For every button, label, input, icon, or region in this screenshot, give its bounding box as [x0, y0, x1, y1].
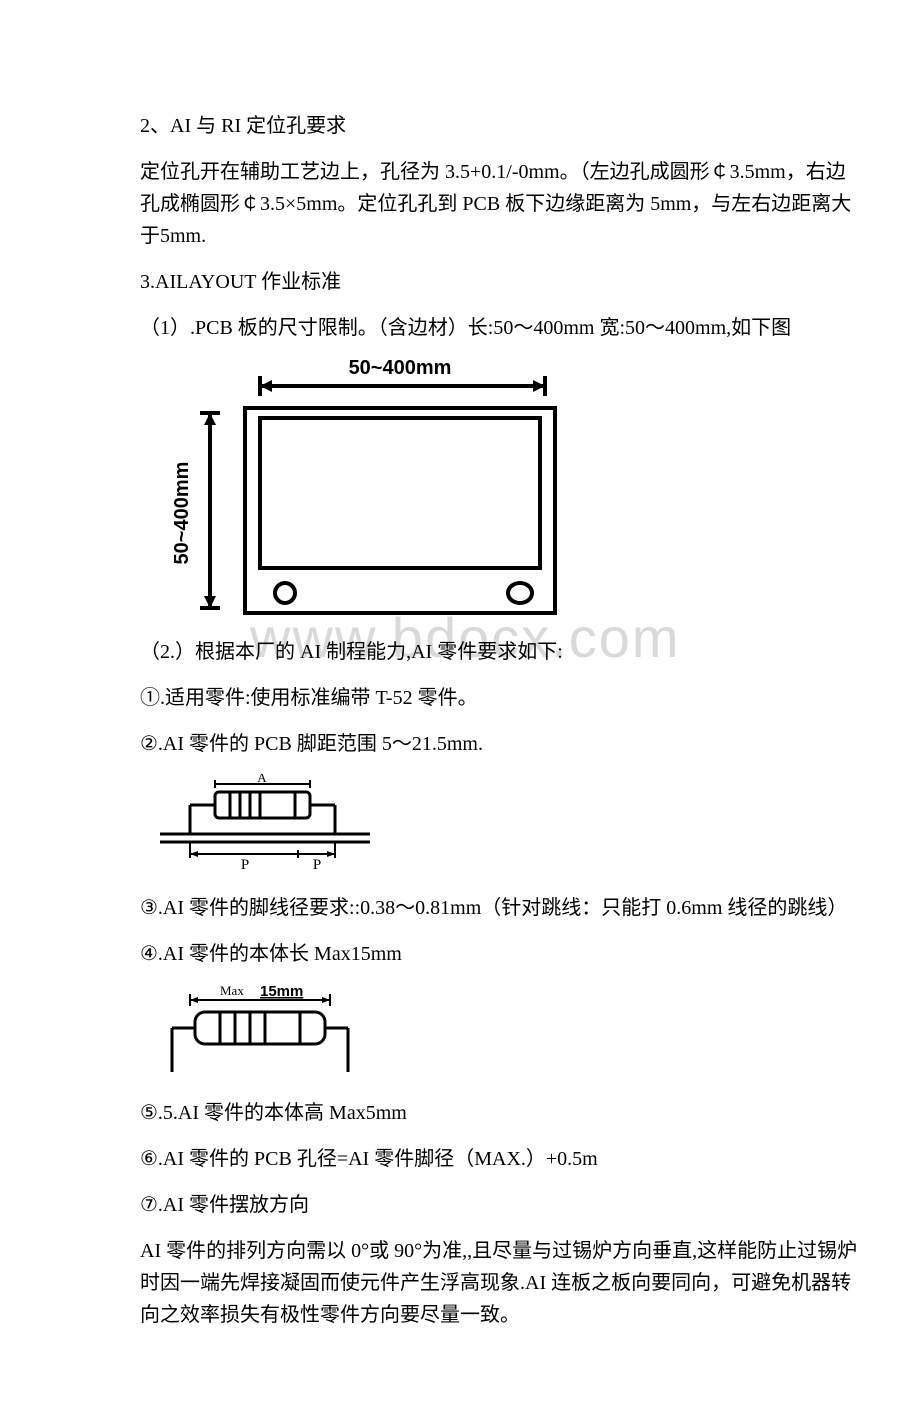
- diagram-component-pitch: A: [150, 774, 860, 874]
- para-locating-hole: 定位孔开在辅助工艺边上，孔径为 3.5+0.1/-0mm。（左边孔成圆形￠3.5…: [60, 156, 860, 252]
- label-p1: P: [241, 857, 249, 873]
- label-max: Max: [220, 984, 244, 998]
- label-p2: P: [313, 857, 321, 873]
- label-top-dim: 50~400mm: [349, 358, 452, 379]
- para-ai-capability: （2.）根据本厂的 AI 制程能力,AI 零件要求如下:: [60, 636, 860, 668]
- item-4: ④.AI 零件的本体长 Max15mm: [60, 938, 860, 970]
- label-a: A: [257, 774, 267, 785]
- diagram-pcb-size: 50~400mm 50~400mm: [150, 358, 860, 618]
- label-15mm: 15mm: [260, 984, 303, 1000]
- item-6: ⑥.AI 零件的 PCB 孔径=AI 零件脚径（MAX.）+0.5m: [60, 1143, 860, 1175]
- item-2: ②.AI 零件的 PCB 脚距范围 5～21.5mm.: [60, 728, 860, 760]
- item-3: ③.AI 零件的脚线径要求::0.38～0.81mm（针对跳线：只能打 0.6m…: [60, 892, 860, 924]
- item-7: ⑦.AI 零件摆放方向: [60, 1189, 860, 1221]
- para-orientation: AI 零件的排列方向需以 0°或 90°为准,,且尽量与过锡炉方向垂直,这样能防…: [60, 1235, 860, 1331]
- label-left-dim: 50~400mm: [171, 462, 193, 565]
- heading-ai-ri: 2、AI 与 RI 定位孔要求: [60, 110, 860, 142]
- item-5: ⑤.5.AI 零件的本体高 Max5mm: [60, 1097, 860, 1129]
- para-pcb-size: （1）.PCB 板的尺寸限制。（含边材）长:50～400mm 宽:50～400m…: [60, 312, 860, 344]
- diagram-body-length: Max 15mm: [150, 984, 860, 1079]
- heading-ailayout: 3.AILAYOUT 作业标准: [60, 266, 860, 298]
- item-1: ①.适用零件:使用标准编带 T-52 零件。: [60, 682, 860, 714]
